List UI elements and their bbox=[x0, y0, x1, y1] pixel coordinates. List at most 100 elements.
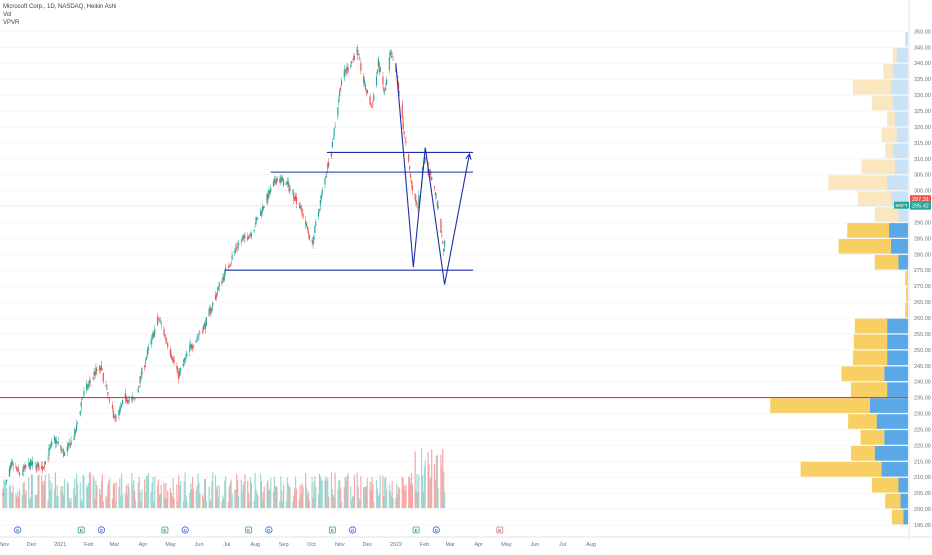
candle-body bbox=[398, 91, 401, 93]
volume-bar bbox=[431, 449, 433, 508]
candle-body bbox=[249, 233, 252, 235]
volume-profile-up-bar bbox=[870, 398, 908, 413]
volume-bar bbox=[215, 489, 218, 508]
volume-bar bbox=[223, 498, 225, 508]
volume-profile-down-bar bbox=[852, 79, 891, 95]
volume-bar bbox=[344, 477, 346, 508]
candle-body bbox=[197, 336, 199, 337]
candle-body bbox=[299, 205, 301, 209]
candle-body bbox=[202, 331, 204, 334]
volume-profile-up-bar bbox=[881, 461, 908, 477]
volume-profile-down-bar bbox=[853, 334, 888, 350]
price-tick-label: 240.00 bbox=[914, 380, 931, 386]
volume-bar bbox=[254, 472, 256, 508]
candle-body bbox=[241, 238, 243, 242]
volume-bar bbox=[111, 498, 114, 508]
volume-profile-up-bar bbox=[889, 223, 908, 238]
dividend-marker bbox=[348, 526, 357, 534]
volume-bar bbox=[214, 475, 217, 508]
volume-profile-down-bar bbox=[854, 318, 888, 334]
volume-bar bbox=[81, 501, 83, 508]
volume-bar bbox=[157, 479, 160, 508]
candle-body bbox=[237, 246, 239, 248]
volume-bar bbox=[67, 483, 69, 508]
volume-bar bbox=[424, 460, 426, 508]
candle-body bbox=[308, 234, 310, 240]
candle-body bbox=[82, 396, 84, 398]
candle-body bbox=[221, 281, 223, 284]
volume-bar bbox=[3, 479, 5, 508]
volume-bar bbox=[140, 501, 142, 508]
volume-bar bbox=[49, 480, 51, 508]
candle-body bbox=[363, 75, 365, 83]
volume-bar bbox=[421, 448, 423, 508]
volume-bar bbox=[204, 478, 206, 508]
volume-bar bbox=[352, 496, 354, 508]
candle-body bbox=[306, 226, 309, 230]
volume-bars bbox=[2, 448, 446, 508]
candle-body bbox=[300, 204, 302, 209]
candle-body bbox=[125, 395, 127, 402]
candle-body bbox=[282, 177, 284, 181]
candle-body bbox=[389, 50, 391, 56]
volume-profile-down-bar bbox=[883, 63, 893, 79]
volume-bar bbox=[337, 489, 339, 508]
volume-bar bbox=[192, 489, 195, 508]
candle-body bbox=[217, 287, 219, 291]
volume-profile-down-bar bbox=[871, 477, 899, 493]
candle-body bbox=[43, 465, 45, 468]
volume-bar bbox=[120, 496, 122, 508]
candle-body bbox=[157, 317, 160, 319]
candle-body bbox=[385, 87, 387, 91]
volume-bar bbox=[87, 487, 89, 508]
candle-body bbox=[89, 380, 91, 382]
volume-bar bbox=[4, 482, 6, 508]
volume-bar bbox=[15, 493, 17, 508]
candle-body bbox=[114, 414, 116, 418]
volume-bar bbox=[145, 475, 148, 508]
candle-body bbox=[243, 234, 245, 238]
volume-bar bbox=[107, 484, 109, 508]
volume-bar bbox=[281, 490, 283, 508]
volume-bar bbox=[308, 500, 310, 508]
volume-bar bbox=[321, 480, 323, 508]
candle-body bbox=[404, 137, 406, 138]
time-tick-label: Sep bbox=[279, 542, 289, 548]
time-tick-label: Feb bbox=[84, 542, 93, 548]
volume-bar bbox=[398, 488, 401, 508]
candle-body bbox=[49, 447, 51, 450]
volume-profile-down-bar bbox=[874, 254, 899, 270]
volume-bar bbox=[66, 481, 68, 508]
volume-bar bbox=[152, 477, 154, 508]
volume-bar bbox=[306, 486, 308, 508]
volume-bar bbox=[340, 501, 343, 508]
candle-body bbox=[29, 463, 31, 469]
volume-profile-up-bar bbox=[887, 318, 908, 334]
volume-bar bbox=[89, 472, 91, 508]
volume-bar bbox=[364, 487, 367, 508]
candle-body bbox=[30, 462, 33, 466]
candle-body bbox=[70, 440, 72, 445]
volume-bar bbox=[6, 487, 8, 508]
volume-bar bbox=[191, 489, 193, 508]
volume-bar bbox=[257, 495, 259, 508]
volume-bar bbox=[76, 474, 78, 508]
volume-bar bbox=[154, 476, 156, 508]
volume-bar bbox=[288, 486, 290, 508]
candle-body bbox=[260, 210, 263, 215]
candle-body bbox=[48, 448, 50, 456]
candle-body bbox=[156, 317, 159, 326]
event-marker-label: D bbox=[267, 528, 271, 533]
candle-body bbox=[126, 399, 128, 402]
volume-bar bbox=[267, 480, 269, 508]
event-marker-label: D bbox=[100, 528, 104, 533]
volume-bar bbox=[347, 473, 349, 508]
candle-body bbox=[87, 385, 89, 389]
candle-body bbox=[312, 240, 314, 245]
candle-body bbox=[343, 69, 345, 78]
volume-bar bbox=[159, 494, 161, 508]
candle-body bbox=[369, 96, 371, 105]
price-tick-label: 250.00 bbox=[914, 348, 931, 354]
